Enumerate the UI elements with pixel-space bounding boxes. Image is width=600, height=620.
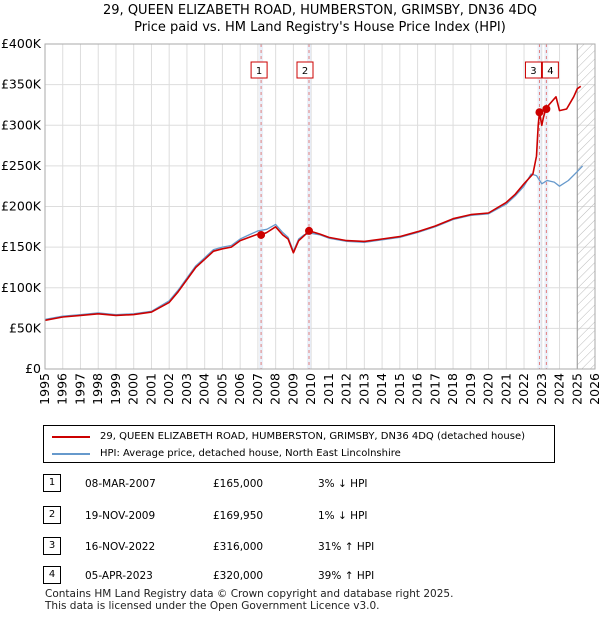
y-tick-label: £0 (25, 361, 41, 376)
x-tick-label: 2023 (534, 373, 549, 405)
transaction-hpi-change: 3% ↓ HPI (318, 478, 368, 490)
x-tick-label: 2010 (303, 373, 318, 405)
property-price-line (44, 85, 582, 322)
x-tick-label: 2013 (356, 373, 371, 405)
x-tick-label: 2019 (463, 373, 478, 405)
x-tick-label: 2016 (410, 373, 425, 405)
x-tick-label: 2022 (516, 373, 531, 405)
x-tick-label: 2011 (321, 373, 336, 405)
chart-subtitle: Price paid vs. HM Land Registry's House … (134, 20, 506, 35)
x-tick-label: 2020 (481, 373, 496, 405)
footer: Contains HM Land Registry data © Crown c… (45, 588, 453, 612)
x-tick-label: 2004 (197, 373, 212, 405)
y-tick-label: £100K (1, 280, 42, 295)
y-tick-label: £150K (1, 239, 42, 254)
x-tick-label: 1999 (108, 373, 123, 405)
x-tick-label: 2021 (498, 373, 513, 405)
transaction-date: 19-NOV-2009 (85, 510, 156, 522)
transaction-label-text: 3 (530, 66, 536, 77)
x-tick-label: 2008 (268, 373, 283, 405)
x-tick-label: 2000 (126, 373, 141, 405)
future-hatch-area (577, 44, 595, 369)
transaction-date: 05-APR-2023 (85, 570, 153, 582)
x-tick-label: 1995 (37, 373, 52, 405)
x-tick-label: 1998 (90, 373, 105, 405)
future-hatch (576, 44, 595, 369)
transaction-price: £165,000 (213, 478, 264, 490)
grid (44, 43, 596, 370)
transaction-marker (535, 108, 544, 117)
x-tick-label: 1996 (55, 373, 70, 405)
transaction-label-frame (524, 61, 542, 79)
x-tick-label: 2026 (587, 373, 600, 405)
x-tick-label: 2014 (374, 373, 389, 405)
x-tick-label: 2024 (552, 373, 567, 405)
x-tick-label: 2018 (445, 373, 460, 405)
transaction-markers (257, 105, 551, 239)
x-tick-label: 2009 (285, 373, 300, 405)
price-chart: 29, QUEEN ELIZABETH ROAD, HUMBERSTON, GR… (1, 3, 600, 405)
y-tick-label: £200K (1, 199, 42, 214)
y-tick-label: £350K (1, 77, 42, 92)
x-tick-label: 2003 (179, 373, 194, 405)
x-tick-label: 2006 (232, 373, 247, 405)
y-tick-label: £50K (9, 320, 42, 335)
transaction-marker (257, 230, 266, 239)
y-tick-label: £250K (1, 158, 42, 173)
transaction-number: 1 (43, 474, 61, 492)
transaction-label-box: 4 (541, 61, 559, 79)
x-tick-label: 2017 (427, 373, 442, 405)
footer-copyright: Contains HM Land Registry data © Crown c… (45, 588, 454, 600)
transaction-label-box: 3 (524, 61, 542, 79)
legend-label-hpi: HPI: Average price, detached house, Nort… (100, 448, 401, 459)
transaction-label-text: 1 (256, 66, 262, 77)
transaction-label-frame (296, 61, 314, 79)
x-tick-label: 2007 (250, 373, 265, 405)
x-tick-label: 2002 (161, 373, 176, 405)
transaction-price: £316,000 (213, 541, 264, 553)
chart-title: 29, QUEEN ELIZABETH ROAD, HUMBERSTON, GR… (103, 3, 537, 18)
x-tick-label: 1997 (72, 373, 87, 405)
x-tick-label: 2005 (214, 373, 229, 405)
legend: 29, QUEEN ELIZABETH ROAD, HUMBERSTON, GR… (43, 425, 555, 463)
transaction-marker (542, 105, 551, 113)
transaction-label-box: 2 (296, 61, 314, 79)
y-tick-label: £400K (1, 36, 42, 51)
transaction-number: 4 (43, 566, 61, 584)
transaction-date: 08-MAR-2007 (85, 478, 156, 490)
transaction-hpi-change: 39% ↑ HPI (318, 570, 375, 582)
transaction-lines (259, 44, 549, 369)
y-tick-label: £300K (1, 117, 42, 132)
plot-frame (44, 43, 596, 370)
transaction-hpi-change: 1% ↓ HPI (318, 510, 368, 522)
x-tick-label: 2001 (143, 373, 158, 405)
transaction-number: 2 (43, 506, 61, 524)
transaction-label-frame (541, 61, 559, 79)
legend-swatch-hpi (52, 453, 90, 455)
legend-label-property: 29, QUEEN ELIZABETH ROAD, HUMBERSTON, GR… (100, 431, 526, 442)
series-lines (44, 85, 584, 322)
transaction-marker (305, 226, 313, 235)
transaction-label-text: 2 (302, 66, 308, 77)
transaction-date: 16-NOV-2022 (85, 541, 156, 553)
transaction-label-box: 1 (250, 61, 268, 79)
transaction-price: £320,000 (213, 570, 264, 582)
transaction-label-text: 4 (547, 66, 553, 77)
transaction-number: 3 (43, 537, 61, 555)
footer-licence: This data is licensed under the Open Gov… (45, 600, 380, 612)
transaction-price: £169,950 (213, 510, 264, 522)
transaction-label-frame (250, 61, 268, 79)
x-tick-label: 2025 (569, 373, 584, 405)
axes: £0 £50K £100K £150K £200K £250K £300K £350K £400… (1, 36, 600, 405)
transaction-hpi-change: 31% ↑ HPI (318, 541, 375, 553)
legend-swatch-property (52, 436, 90, 438)
x-tick-label: 2015 (392, 373, 407, 405)
x-tick-label: 2012 (339, 373, 354, 405)
